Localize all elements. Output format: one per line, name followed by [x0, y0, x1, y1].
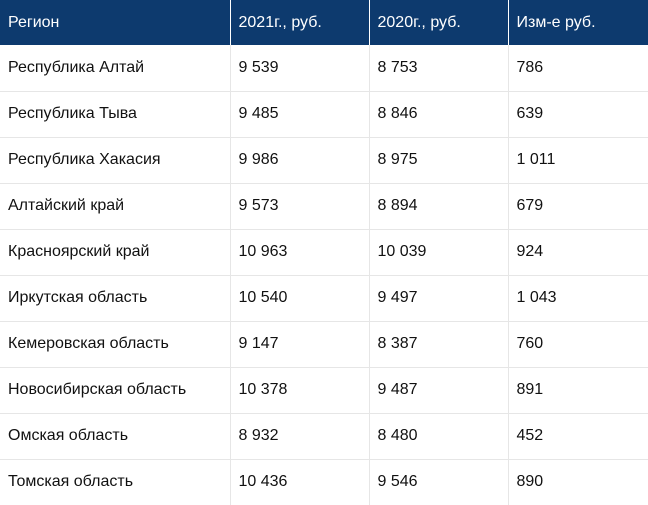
cell-2021: 9 539: [230, 45, 370, 92]
table-row: Алтайский край 9 573 8 894 679: [0, 183, 648, 230]
cell-2020: 8 480: [369, 413, 509, 460]
cell-change: 760: [508, 321, 648, 368]
table-row: Омская область 8 932 8 480 452: [0, 413, 648, 460]
table-row: Красноярский край 10 963 10 039 924: [0, 229, 648, 276]
cell-region: Красноярский край: [0, 229, 231, 276]
cell-2020: 10 039: [369, 229, 509, 276]
cell-2020: 9 546: [369, 459, 509, 505]
table-header: Регион 2021г., руб. 2020г., руб. Изм-е р…: [0, 0, 648, 45]
header-change: Изм-е руб.: [508, 0, 648, 45]
cell-change: 639: [508, 91, 648, 138]
header-row: Регион 2021г., руб. 2020г., руб. Изм-е р…: [0, 0, 648, 45]
cell-2021: 10 436: [230, 459, 370, 505]
header-2020: 2020г., руб.: [369, 0, 509, 45]
table-row: Республика Алтай 9 539 8 753 786: [0, 45, 648, 92]
header-region: Регион: [0, 0, 231, 45]
cell-2020: 8 894: [369, 183, 509, 230]
cell-2021: 10 540: [230, 275, 370, 322]
cell-change: 890: [516, 473, 544, 491]
cell-region: Кемеровская область: [0, 321, 231, 368]
cell-2021: 9 573: [230, 183, 370, 230]
cell-2021: 10 378: [230, 367, 370, 414]
cell-2021: 9 986: [230, 137, 370, 184]
cell-2020: 8 975: [369, 137, 509, 184]
header-2021: 2021г., руб.: [230, 0, 370, 45]
cell-2021: 9 147: [230, 321, 370, 368]
cell-region: Томская область: [0, 459, 231, 505]
table-row: Республика Тыва 9 485 8 846 639: [0, 91, 648, 138]
cell-2020: 8 387: [369, 321, 509, 368]
cell-region: Омская область: [0, 413, 231, 460]
cell-region: Республика Тыва: [0, 91, 231, 138]
cell-region: Республика Хакасия: [0, 137, 231, 184]
table-row: Томская область 10 436 9 546 890: [0, 459, 648, 505]
cell-region: Алтайский край: [0, 183, 231, 230]
cell-region: Иркутская область: [0, 275, 231, 322]
table-row: Кемеровская область 9 147 8 387 760: [0, 321, 648, 368]
cell-2020: 8 846: [369, 91, 509, 138]
cell-change: 924: [508, 229, 648, 276]
cell-change: 679: [508, 183, 648, 230]
cell-2020: 9 497: [369, 275, 509, 322]
cell-region: Республика Алтай: [0, 45, 231, 92]
cell-2020: 9 487: [369, 367, 509, 414]
cell-region: Новосибирская область: [0, 367, 231, 414]
table-row: Иркутская область 10 540 9 497 1 043: [0, 275, 648, 322]
cell-change: 1 011: [508, 137, 648, 184]
cell-change: 452: [508, 413, 648, 460]
cell-change: 786: [508, 45, 648, 92]
table-row: Республика Хакасия 9 986 8 975 1 011: [0, 137, 648, 184]
cell-2020: 8 753: [369, 45, 509, 92]
table-row: Новосибирская область 10 378 9 487 891: [0, 367, 648, 414]
table-body: Республика Алтай 9 539 8 753 786 Республ…: [0, 45, 648, 505]
cell-2021: 8 932: [230, 413, 370, 460]
cell-change: 891: [508, 367, 648, 414]
cell-2021: 9 485: [230, 91, 370, 138]
cell-2021: 10 963: [230, 229, 370, 276]
cell-change: 1 043: [508, 275, 648, 322]
